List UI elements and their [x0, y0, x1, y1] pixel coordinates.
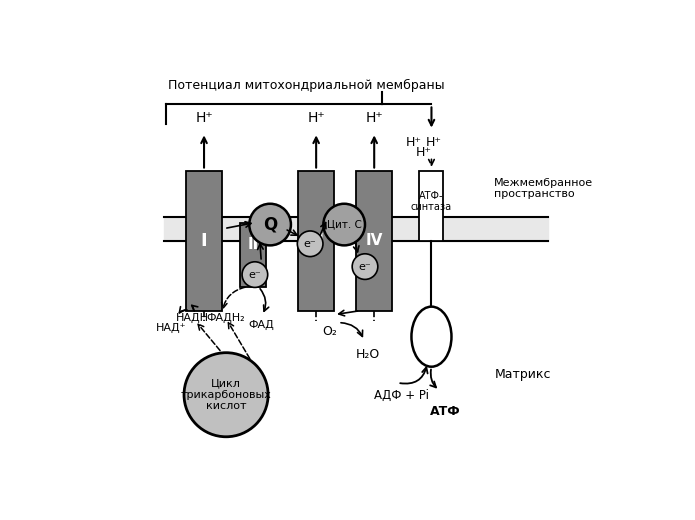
- Text: H⁺: H⁺: [405, 136, 421, 149]
- Text: H⁺: H⁺: [416, 146, 432, 159]
- Text: АТФ-
синтаза: АТФ- синтаза: [411, 191, 452, 212]
- Text: H⁺: H⁺: [195, 111, 213, 125]
- Circle shape: [297, 231, 323, 256]
- Text: III: III: [308, 233, 325, 248]
- Circle shape: [250, 204, 291, 245]
- Text: I: I: [201, 231, 207, 250]
- Text: ФАД: ФАД: [248, 320, 274, 330]
- Text: e⁻: e⁻: [249, 269, 261, 280]
- Text: IV: IV: [366, 233, 383, 248]
- Text: Потенциал митохондриальной мембраны: Потенциал митохондриальной мембраны: [167, 79, 444, 92]
- Text: ФАДН₂: ФАДН₂: [206, 313, 245, 323]
- Bar: [420, 171, 443, 241]
- Text: Цикл
трикарбоновых
кислот: Цикл трикарбоновых кислот: [181, 378, 272, 411]
- Circle shape: [184, 353, 268, 437]
- Text: H⁺: H⁺: [307, 111, 325, 125]
- Circle shape: [352, 254, 378, 279]
- Bar: [298, 171, 334, 310]
- Text: НАДН: НАДН: [176, 313, 208, 323]
- Text: АДФ + Pi: АДФ + Pi: [374, 389, 429, 402]
- Text: O₂: O₂: [322, 324, 338, 337]
- Text: H⁺: H⁺: [425, 136, 441, 149]
- Text: НАД⁺: НАД⁺: [156, 323, 186, 333]
- Text: АТФ: АТФ: [430, 405, 461, 418]
- Text: H⁺: H⁺: [366, 111, 383, 125]
- Text: II: II: [247, 237, 259, 252]
- Text: Q: Q: [263, 216, 277, 233]
- Circle shape: [242, 262, 268, 288]
- Ellipse shape: [411, 307, 452, 367]
- Text: Матрикс: Матрикс: [494, 368, 551, 381]
- Text: Цит. С: Цит. С: [327, 219, 361, 229]
- Circle shape: [323, 204, 365, 245]
- Bar: [357, 171, 392, 310]
- Text: e⁻: e⁻: [304, 239, 316, 249]
- Text: Межмембранное
пространство: Межмембранное пространство: [494, 178, 594, 199]
- Bar: [240, 223, 266, 287]
- Text: e⁻: e⁻: [359, 262, 371, 271]
- Text: H₂O: H₂O: [356, 348, 380, 361]
- Bar: [186, 171, 222, 310]
